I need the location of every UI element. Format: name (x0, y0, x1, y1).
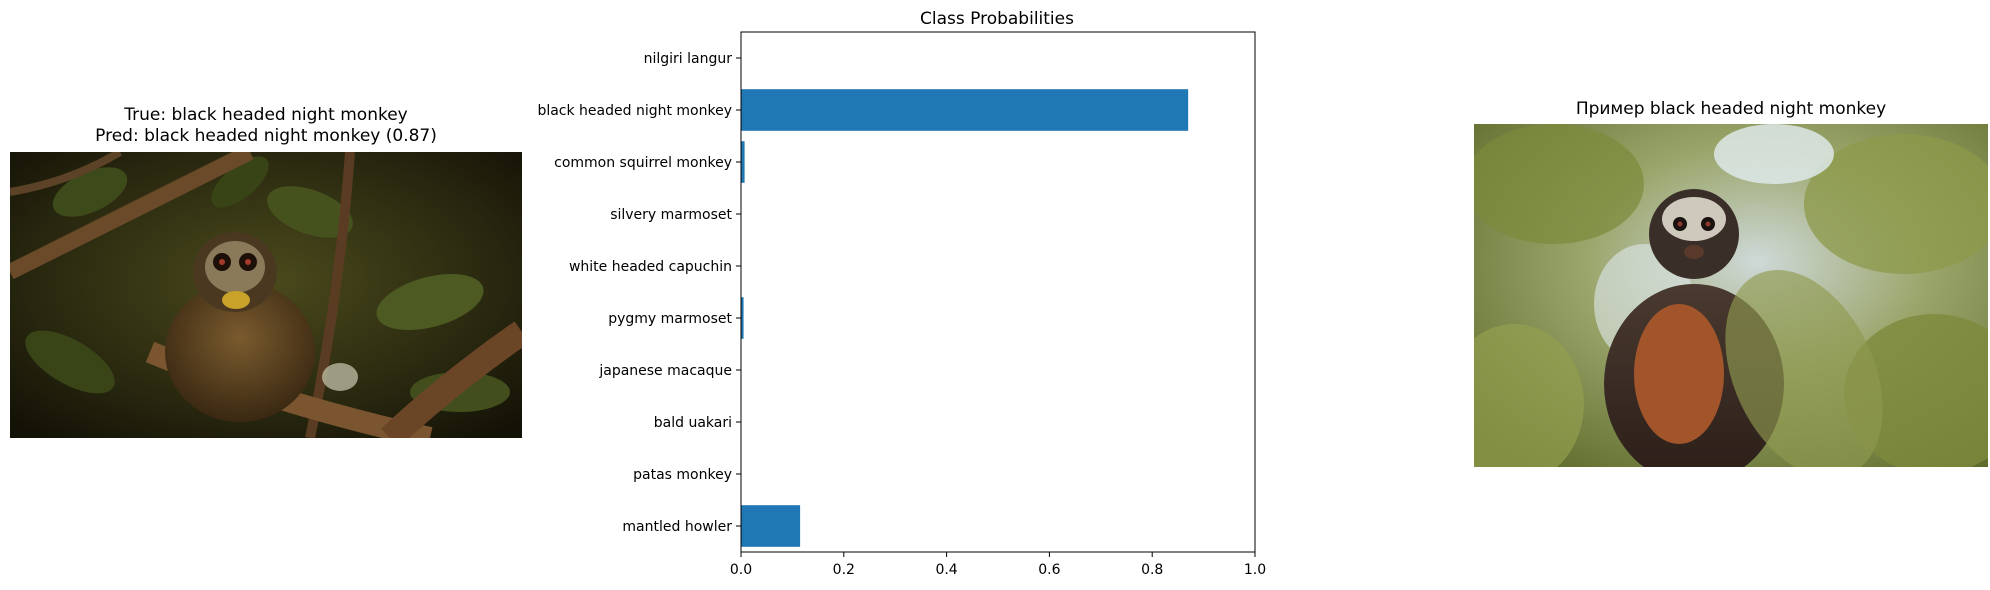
bar-black-headed-night-monkey (741, 89, 1189, 131)
y-tick-label: bald uakari (654, 415, 732, 431)
chart-title: Class Probabilities (920, 9, 1074, 29)
x-tick-label: 0.6 (1038, 562, 1060, 578)
right-image-title: Пример black headed night monkey (1474, 99, 1988, 120)
y-tick-label: white headed capuchin (569, 259, 732, 275)
y-tick-label: nilgiri langur (644, 51, 733, 67)
y-tick-label: mantled howler (622, 519, 732, 535)
true-label-text: True: black headed night monkey (124, 105, 408, 125)
y-tick-label: pygmy marmoset (608, 311, 732, 327)
x-tick-label: 0.4 (935, 562, 957, 578)
plot-area-frame (740, 31, 1256, 553)
x-tick-label: 0.2 (833, 562, 855, 578)
example-label-text: Пример black headed night monkey (1575, 99, 1887, 119)
x-tick-label: 0.0 (730, 562, 752, 578)
bars-layer (741, 89, 1189, 547)
bar-mantled-howler (741, 505, 801, 547)
y-tick-label: black headed night monkey (537, 103, 732, 119)
pred-label-text: Pred: black headed night monkey (0.87) (95, 126, 437, 146)
example-monkey-photo (1474, 124, 1988, 467)
left-image-title: True: black headed night monkey Pred: bl… (10, 105, 522, 147)
x-axis-ticks: 0.0 0.2 0.4 0.6 0.8 1.0 (730, 552, 1266, 578)
query-monkey-photo (10, 152, 522, 438)
bar-pygmy-marmoset (741, 297, 744, 339)
x-tick-label: 0.8 (1141, 562, 1163, 578)
y-tick-label: patas monkey (633, 467, 732, 483)
y-axis-ticks: nilgiri langur black headed night monkey c… (537, 51, 741, 535)
y-tick-label: silvery marmoset (610, 207, 732, 223)
y-tick-label: common squirrel monkey (554, 155, 732, 171)
y-tick-label: japanese macaque (598, 363, 732, 379)
x-tick-label: 1.0 (1244, 562, 1266, 578)
bar-common-squirrel-monkey (741, 141, 745, 183)
